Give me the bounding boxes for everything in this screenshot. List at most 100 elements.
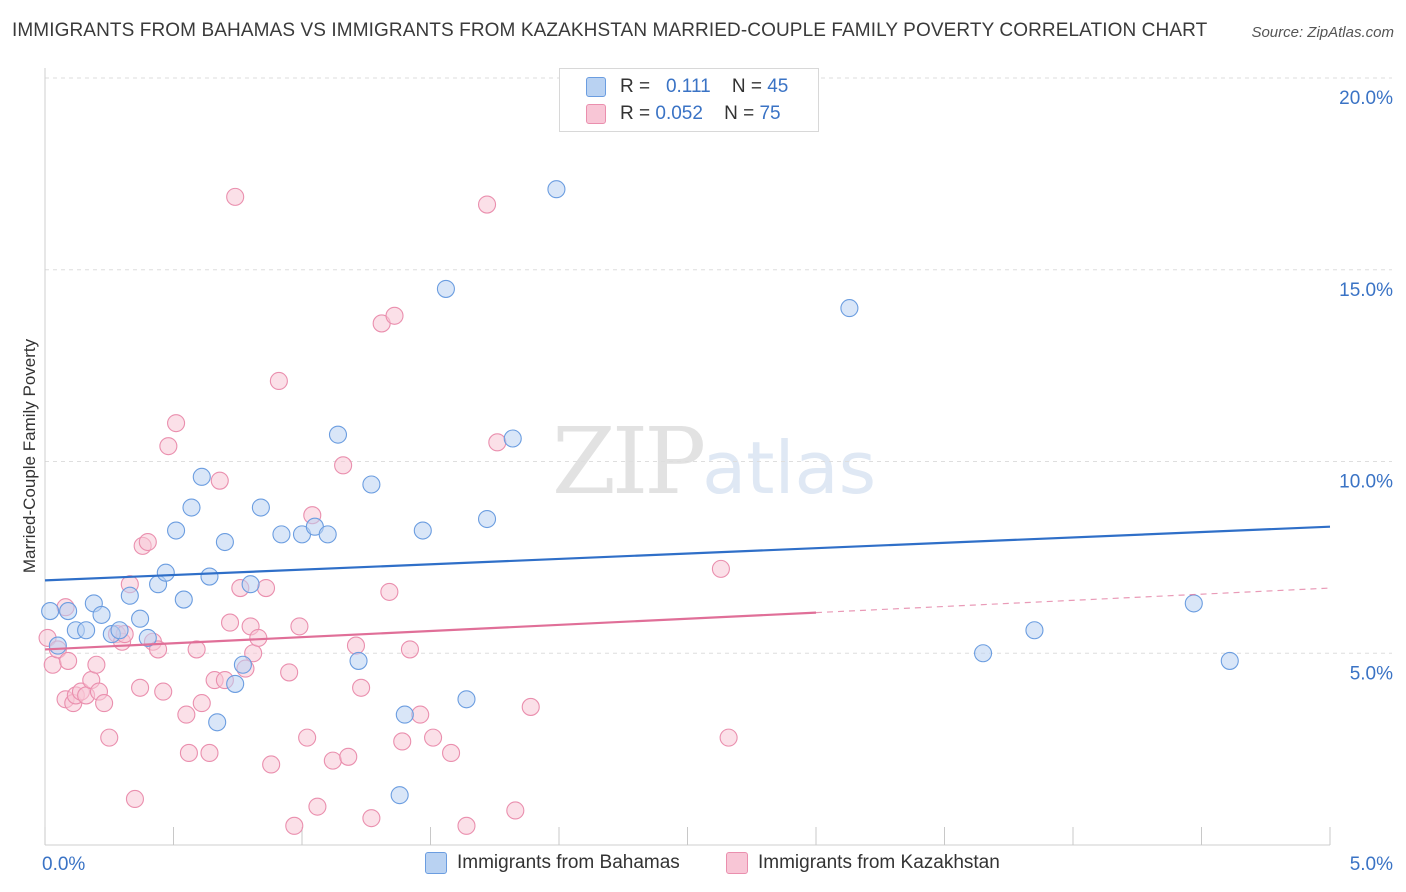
bahamas-point [318, 525, 337, 544]
bahamas-point [362, 475, 381, 494]
kazakhstan-trend-line [44, 611, 817, 651]
legend-n-value: 45 [767, 76, 789, 97]
y-tick-label: 15.0% [1339, 280, 1393, 301]
bahamas-point [41, 602, 60, 621]
kazakhstan-points [38, 187, 738, 835]
y-tick-label: 10.0% [1339, 472, 1393, 493]
kazakhstan-point [352, 678, 371, 697]
bahamas-point [272, 525, 291, 544]
kazakhstan-point [400, 640, 419, 659]
source-credit: Source: ZipAtlas.com [1251, 24, 1394, 41]
kazakhstan-point [177, 705, 196, 724]
kazakhstan-point [477, 195, 497, 214]
y-tick-label: 5.0% [1350, 663, 1393, 684]
kazakhstan-point [100, 728, 119, 747]
bahamas-point [92, 605, 111, 624]
kazakhstan-swatch [586, 104, 606, 124]
bahamas-point [174, 590, 193, 609]
kazakhstan-trend-extension [815, 587, 1331, 614]
correlation-legend: R = 0.111 N = 45 R = 0.052 N = 75 [559, 68, 819, 132]
kazakhstan-point [521, 697, 540, 716]
trend-lines [44, 525, 1331, 651]
kazakhstan-point [192, 694, 211, 713]
bahamas-point [48, 636, 67, 655]
bahamas-swatch [586, 77, 606, 97]
kazakhstan-legend-swatch [726, 852, 748, 874]
kazakhstan-point [167, 414, 186, 433]
bahamas-trend-line [44, 525, 1331, 582]
kazakhstan-point [334, 456, 353, 475]
legend-row-bahamas: R = 0.111 N = 45 [586, 74, 788, 100]
bahamas-point [77, 621, 96, 640]
kazakhstan-point [269, 371, 288, 391]
kazakhstan-point [154, 682, 173, 701]
kazakhstan-point [719, 728, 738, 747]
kazakhstan-point [200, 743, 219, 763]
bahamas-point [436, 279, 455, 298]
legend-row-kazakhstan: R = 0.052 N = 75 [586, 101, 781, 127]
kazakhstan-point [506, 801, 525, 820]
bahamas-point [226, 674, 245, 693]
legend-n-label: N = [724, 103, 755, 124]
kazakhstan-point [280, 663, 299, 682]
kazakhstan-point [226, 187, 245, 206]
kazakhstan-point [380, 582, 399, 601]
y-tick-label: 20.0% [1339, 88, 1393, 109]
kazakhstan-point [59, 651, 78, 670]
bahamas-point [477, 509, 497, 529]
bahamas-point [138, 628, 157, 647]
legend-r-value: 0.111 [665, 76, 711, 97]
bahamas-point [167, 521, 186, 540]
kazakhstan-point [187, 640, 206, 659]
kazakhstan-point [43, 655, 62, 674]
bahamas-point [208, 713, 227, 732]
bahamas-point [1025, 621, 1044, 640]
bottom-legend-kazakhstan: Immigrants from Kazakhstan [726, 852, 1000, 874]
bahamas-point [457, 690, 476, 709]
bahamas-point [200, 567, 219, 586]
bahamas-point [547, 180, 566, 199]
legend-r-value: 0.052 [655, 103, 703, 124]
bahamas-point [131, 609, 150, 628]
x-tick-label: 5.0% [1350, 854, 1393, 875]
watermark-atlas: atlas [702, 426, 877, 510]
kazakhstan-point [220, 613, 240, 632]
axes [44, 68, 1331, 846]
kazakhstan-point [290, 617, 309, 636]
kazakhstan-point [488, 433, 507, 452]
x-tick-label: 0.0% [42, 854, 85, 875]
bahamas-point [390, 786, 409, 805]
kazakhstan-point [323, 751, 342, 770]
kazakhstan-point [393, 732, 412, 751]
kazakhstan-point [210, 471, 229, 490]
y-axis-label: Married-Couple Family Poverty [20, 338, 39, 573]
bahamas-point [395, 705, 414, 724]
bahamas-point [1184, 594, 1203, 613]
bahamas-point [328, 425, 348, 444]
bahamas-point [59, 602, 78, 621]
kazakhstan-point [159, 437, 178, 456]
bahamas-point [413, 521, 432, 540]
bahamas-point [215, 532, 234, 552]
bahamas-legend-swatch [425, 852, 447, 874]
legend-r-label: R = [620, 103, 651, 124]
bahamas-point [840, 299, 859, 318]
bottom-legend-bahamas: Immigrants from Bahamas [425, 852, 680, 874]
bahamas-point [192, 467, 211, 486]
bahamas-point [156, 563, 175, 582]
kazakhstan-point [442, 743, 461, 763]
kazakhstan-point [346, 636, 366, 655]
bahamas-point [233, 655, 252, 674]
kazakhstan-point [87, 655, 106, 674]
kazakhstan-point [179, 743, 198, 763]
bahamas-point [251, 498, 270, 517]
kazakhstan-point [711, 559, 730, 578]
bahamas-point [349, 651, 368, 670]
kazakhstan-point [411, 705, 430, 724]
bahamas-legend-label: Immigrants from Bahamas [457, 852, 680, 873]
kazakhstan-point [308, 797, 327, 816]
legend-n-label: N = [731, 76, 762, 97]
kazakhstan-legend-label: Immigrants from Kazakhstan [758, 852, 1000, 873]
tick-labels: 5.0% 10.0% 15.0% 20.0% 0.0% 5.0% Married-Coupl… [20, 88, 1393, 875]
